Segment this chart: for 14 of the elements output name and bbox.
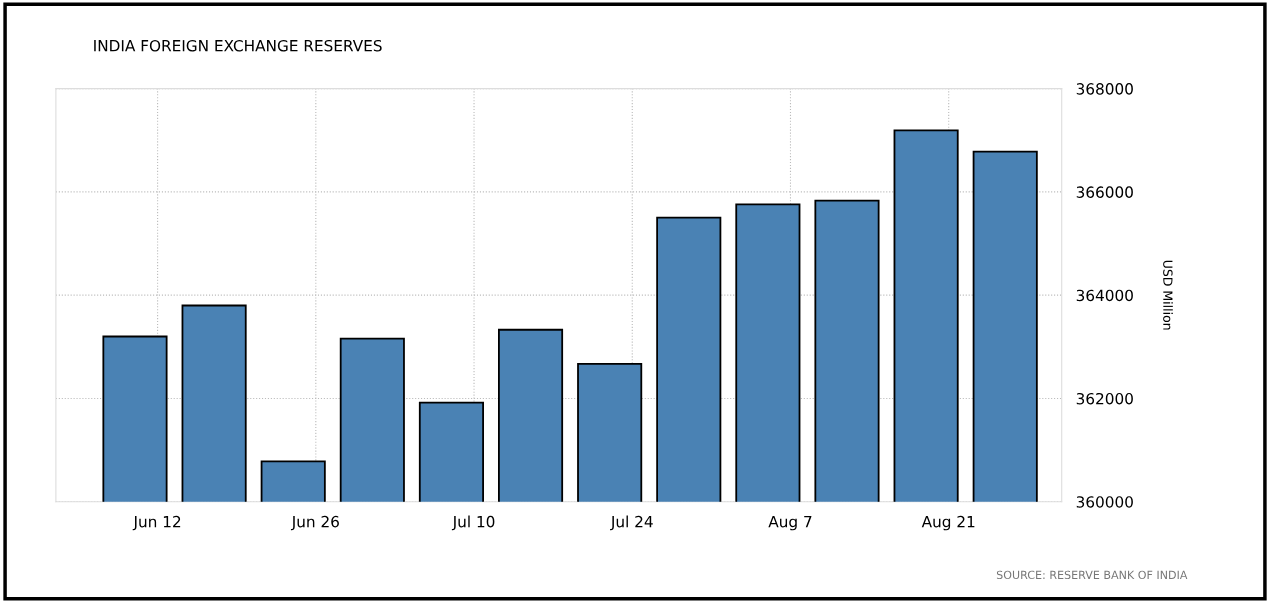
y-axis-title: USD Million bbox=[1163, 260, 1173, 330]
y-tick-label: 366000 bbox=[1076, 186, 1133, 198]
x-tick-label: Jul 10 bbox=[451, 515, 495, 531]
y-tick-label: 364000 bbox=[1076, 289, 1133, 302]
x-tick-label: Jun 26 bbox=[290, 515, 339, 531]
y-tick-label: 362000 bbox=[1076, 392, 1133, 405]
y-tick-label: 368000 bbox=[1076, 83, 1133, 95]
x-tick-label: Aug 7 bbox=[768, 516, 812, 531]
x-tick-label: Jul 24 bbox=[610, 515, 653, 531]
chart-title: INDIA FOREIGN EXCHANGE RESERVES bbox=[94, 39, 382, 52]
x-tick-label: Aug 21 bbox=[921, 515, 975, 531]
y-tick-label: 360000 bbox=[1076, 496, 1133, 508]
source-note: SOURCE: RESERVE BANK OF INDIA bbox=[996, 570, 1188, 580]
x-tick-label: Jun 12 bbox=[132, 515, 181, 531]
